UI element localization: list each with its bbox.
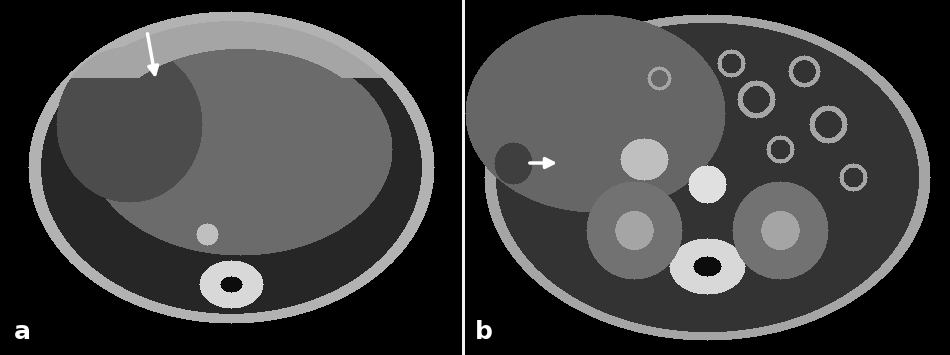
Text: a: a — [14, 320, 31, 344]
Text: b: b — [475, 320, 493, 344]
